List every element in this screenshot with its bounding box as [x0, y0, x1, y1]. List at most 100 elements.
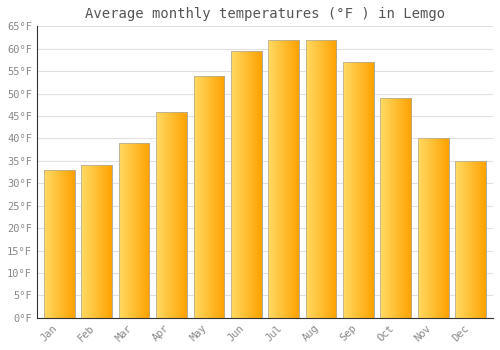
Bar [222, 76, 224, 318]
Bar [363, 62, 365, 318]
Bar [185, 112, 187, 318]
Bar [194, 76, 224, 318]
Bar [167, 112, 168, 318]
Bar [140, 143, 142, 318]
Bar [380, 98, 411, 318]
Bar [274, 40, 276, 318]
Bar [279, 40, 281, 318]
Bar [216, 76, 218, 318]
Bar [388, 98, 390, 318]
Bar [343, 62, 374, 318]
Bar [348, 62, 350, 318]
Bar [214, 76, 216, 318]
Bar [221, 76, 223, 318]
Bar [248, 51, 250, 318]
Bar [436, 139, 438, 318]
Bar [470, 161, 472, 318]
Bar [315, 40, 317, 318]
Bar [418, 139, 448, 318]
Bar [143, 143, 145, 318]
Bar [422, 139, 424, 318]
Bar [458, 161, 460, 318]
Bar [251, 51, 252, 318]
Bar [82, 165, 112, 318]
Bar [108, 165, 110, 318]
Bar [399, 98, 401, 318]
Bar [158, 112, 160, 318]
Bar [402, 98, 404, 318]
Bar [196, 76, 198, 318]
Bar [82, 165, 112, 318]
Bar [270, 40, 272, 318]
Bar [231, 51, 233, 318]
Bar [324, 40, 326, 318]
Bar [231, 51, 262, 318]
Bar [122, 143, 124, 318]
Bar [343, 62, 345, 318]
Bar [142, 143, 144, 318]
Bar [306, 40, 336, 318]
Bar [309, 40, 310, 318]
Bar [272, 40, 274, 318]
Bar [260, 51, 262, 318]
Bar [446, 139, 448, 318]
Bar [252, 51, 254, 318]
Bar [435, 139, 436, 318]
Bar [440, 139, 442, 318]
Bar [322, 40, 324, 318]
Bar [95, 165, 97, 318]
Bar [484, 161, 486, 318]
Bar [430, 139, 432, 318]
Bar [90, 165, 92, 318]
Bar [232, 51, 234, 318]
Bar [328, 40, 330, 318]
Title: Average monthly temperatures (°F ) in Lemgo: Average monthly temperatures (°F ) in Le… [85, 7, 445, 21]
Bar [290, 40, 292, 318]
Bar [164, 112, 166, 318]
Bar [314, 40, 316, 318]
Bar [469, 161, 471, 318]
Bar [218, 76, 220, 318]
Bar [273, 40, 275, 318]
Bar [418, 139, 420, 318]
Bar [174, 112, 176, 318]
Bar [335, 40, 336, 318]
Bar [234, 51, 236, 318]
Bar [394, 98, 396, 318]
Bar [477, 161, 478, 318]
Bar [410, 98, 412, 318]
Bar [424, 139, 426, 318]
Bar [442, 139, 444, 318]
Bar [101, 165, 103, 318]
Bar [418, 139, 448, 318]
Bar [162, 112, 164, 318]
Bar [456, 161, 486, 318]
Bar [145, 143, 146, 318]
Bar [246, 51, 248, 318]
Bar [466, 161, 468, 318]
Bar [82, 165, 83, 318]
Bar [50, 170, 52, 318]
Bar [364, 62, 366, 318]
Bar [292, 40, 293, 318]
Bar [362, 62, 364, 318]
Bar [433, 139, 435, 318]
Bar [321, 40, 323, 318]
Bar [58, 170, 59, 318]
Bar [208, 76, 209, 318]
Bar [96, 165, 98, 318]
Bar [370, 62, 372, 318]
Bar [54, 170, 56, 318]
Bar [441, 139, 443, 318]
Bar [56, 170, 58, 318]
Bar [172, 112, 173, 318]
Bar [160, 112, 162, 318]
Bar [320, 40, 322, 318]
Bar [463, 161, 465, 318]
Bar [447, 139, 449, 318]
Bar [148, 143, 150, 318]
Bar [257, 51, 259, 318]
Bar [242, 51, 244, 318]
Bar [398, 98, 400, 318]
Bar [475, 161, 477, 318]
